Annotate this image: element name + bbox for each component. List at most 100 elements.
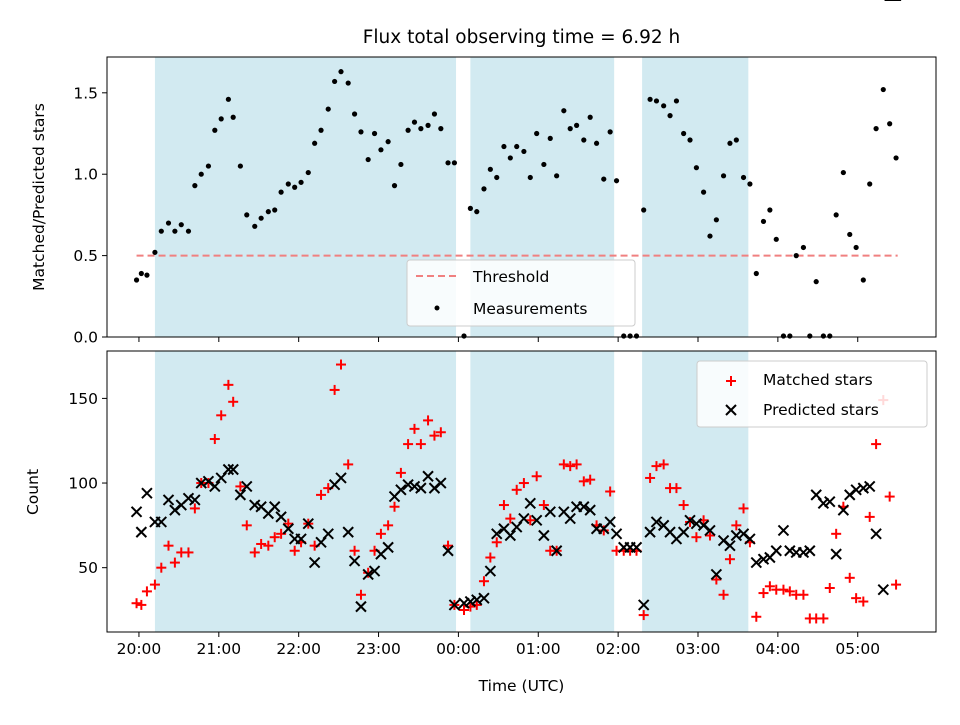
predicted-marker-b [395, 484, 407, 496]
measurement-point [411, 119, 418, 125]
predicted-star-point [484, 565, 497, 577]
predicted-marker-b [578, 501, 590, 513]
legend-matched-label: Matched stars [763, 371, 873, 389]
measurement-point [787, 333, 793, 339]
measurement-point [693, 165, 700, 171]
matched-star-point [778, 584, 789, 595]
matched-star-point [711, 574, 722, 585]
predicted-marker-b [524, 497, 536, 510]
predicted-star-point [550, 545, 563, 557]
predicted-star-point [677, 526, 690, 538]
measurement-point [438, 126, 444, 132]
predicted-star-point [335, 472, 347, 484]
matched-star-point [283, 518, 294, 529]
predicted-star-point [817, 497, 830, 510]
measurement-point [358, 129, 364, 135]
predicted-star-point [355, 600, 367, 613]
matched-star-point [784, 586, 795, 597]
bottom-legend: Matched stars Predicted stars [696, 360, 928, 428]
predicted-star-point [182, 492, 195, 504]
measurement-point [860, 277, 866, 283]
predicted-star-point [362, 568, 374, 581]
predicted-marker-b [870, 528, 882, 540]
matched-star-point [565, 461, 576, 472]
predicted-marker-b [697, 519, 710, 532]
predicted-marker-b [750, 556, 763, 569]
predicted-marker-b [362, 568, 374, 581]
matched-star-point [269, 532, 280, 543]
measurement-point [687, 137, 693, 143]
measurement-point [581, 137, 587, 143]
measurement-point [514, 143, 520, 150]
measurement-point [398, 161, 404, 168]
measurement-point [225, 96, 231, 102]
predicted-star-point [604, 516, 616, 528]
measurement-point [405, 127, 411, 133]
predicted-marker-b [770, 545, 782, 557]
predicted-star-point [530, 514, 543, 526]
predicted-marker-b [584, 504, 596, 516]
matched-star-point [858, 596, 869, 607]
predicted-marker-b [471, 594, 483, 606]
predicted-marker-b [637, 599, 650, 611]
matched-star-point [395, 467, 406, 478]
measurement-point [713, 217, 719, 223]
matched-star-point [605, 486, 616, 497]
matched-star-point [216, 410, 227, 421]
matched-star-point [751, 611, 762, 622]
predicted-star-point [650, 516, 663, 528]
predicted-marker-b [830, 548, 842, 560]
measurement-point [601, 176, 607, 182]
measurement-point [521, 148, 527, 155]
measurement-point [593, 140, 600, 146]
predicted-star-point [704, 524, 716, 537]
measurement-point [218, 116, 224, 122]
measurement-point [753, 270, 759, 277]
matched-star-point [764, 581, 775, 592]
top-panel: 0.0 0.5 1.0 1.5 Matched/Predicted stars Thr… [30, 56, 937, 347]
matched-star-point [731, 520, 742, 531]
measurement-point [391, 183, 398, 189]
measurement-point [425, 122, 431, 128]
predicted-star-point [864, 480, 876, 493]
predicted-marker-b [141, 487, 153, 499]
matched-star-point [538, 500, 549, 511]
predicted-star-point [491, 528, 503, 540]
predicted-star-point [770, 545, 782, 557]
predicted-star-point [435, 477, 447, 489]
measurement-point [793, 253, 799, 259]
predicted-marker-b [302, 517, 314, 530]
predicted-star-point [464, 595, 477, 608]
predicted-star-point [402, 479, 414, 491]
measurement-point [461, 333, 467, 339]
measurement-point [733, 137, 739, 143]
measurement-point [378, 147, 384, 153]
predicted-star-point [524, 497, 536, 510]
bottom-y-axis: 50 100 150 [68, 390, 107, 577]
y-tick-label: 1.5 [73, 84, 98, 102]
predicted-star-point [877, 583, 889, 596]
predicted-marker-b [227, 463, 239, 476]
measurement-point [212, 127, 218, 133]
matched-star-point [518, 478, 529, 489]
matched-star-point [818, 613, 829, 624]
predicted-marker-b [558, 506, 570, 518]
matched-star-point [169, 557, 180, 568]
predicted-marker-b [744, 533, 756, 545]
measurement-point [541, 161, 547, 168]
predicted-star-point [141, 487, 153, 499]
predicted-marker-b [544, 506, 556, 518]
measurement-point [467, 205, 473, 211]
measurement-point [451, 160, 458, 166]
chart-title: Flux total observing time = 6.92 h [363, 27, 681, 48]
matched-star-point [891, 579, 902, 590]
bottom-observing-windows [154, 351, 749, 632]
measurement-point [720, 173, 727, 179]
predicted-marker-b [382, 541, 394, 554]
predicted-stars-series [130, 0, 902, 613]
measurement-point [205, 163, 212, 169]
predicted-marker-b [295, 533, 307, 545]
matched-star-point [316, 489, 327, 500]
measurement-point [840, 169, 846, 176]
measurement-point [318, 127, 324, 133]
